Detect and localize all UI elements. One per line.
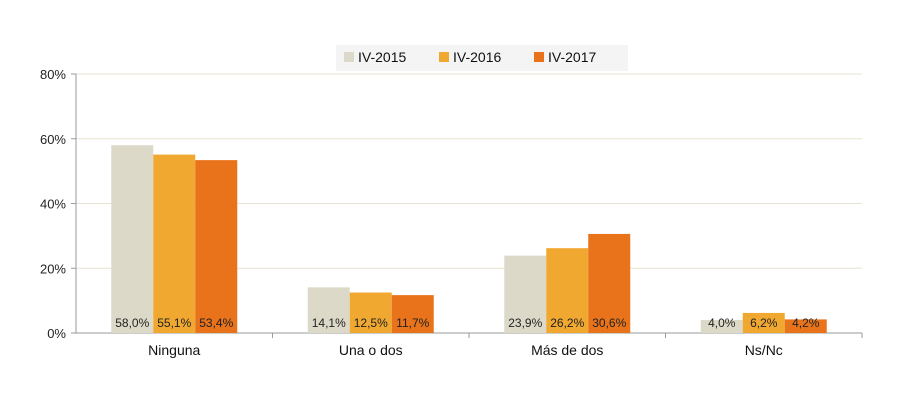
bar bbox=[742, 312, 785, 333]
x-category-label: Ns/Nc bbox=[745, 342, 783, 358]
legend-box bbox=[336, 45, 628, 71]
y-tick-label: 0% bbox=[47, 326, 66, 341]
y-tick-label: 60% bbox=[40, 132, 66, 147]
bar bbox=[588, 233, 631, 333]
legend-swatch bbox=[344, 52, 354, 62]
bar bbox=[784, 319, 827, 333]
data-labels: 58,0% 55,1% 53,4% 14,1% 12,5% 11,7% 23,9% 26,2%… bbox=[115, 316, 820, 330]
y-tick-label: 20% bbox=[40, 261, 66, 276]
x-category-label: Más de dos bbox=[531, 342, 603, 358]
bar bbox=[504, 255, 547, 333]
legend-swatch bbox=[439, 52, 449, 62]
axes: 0% 20% 40% 60% 80% Ninguna Una o dos Más de dos… bbox=[40, 67, 863, 358]
y-tick-label: 80% bbox=[40, 67, 66, 82]
data-label: 6,2% bbox=[750, 316, 778, 330]
data-label: 12,5% bbox=[354, 316, 388, 330]
bars bbox=[111, 145, 827, 333]
data-label: 30,6% bbox=[592, 316, 626, 330]
y-tick-label: 40% bbox=[40, 197, 66, 212]
data-label: 4,2% bbox=[792, 316, 820, 330]
bar bbox=[153, 154, 196, 333]
data-label: 11,7% bbox=[396, 316, 429, 330]
legend-label: IV-2015 bbox=[358, 49, 406, 65]
data-label: 4,0% bbox=[708, 316, 736, 330]
data-label: 14,1% bbox=[312, 316, 346, 330]
x-category-label: Ninguna bbox=[148, 342, 200, 358]
bar bbox=[349, 292, 392, 333]
bar bbox=[307, 287, 350, 333]
data-label: 58,0% bbox=[115, 316, 149, 330]
bar bbox=[195, 160, 238, 333]
bar bbox=[546, 248, 589, 333]
bar bbox=[700, 320, 743, 333]
data-label: 53,4% bbox=[199, 316, 233, 330]
bar bbox=[111, 145, 154, 333]
data-label: 23,9% bbox=[508, 316, 542, 330]
data-label: 26,2% bbox=[550, 316, 584, 330]
legend-label: IV-2016 bbox=[453, 49, 501, 65]
legend-label: IV-2017 bbox=[548, 49, 596, 65]
x-category-label: Una o dos bbox=[339, 342, 403, 358]
legend: IV-2015 IV-2016 IV-2017 bbox=[336, 45, 628, 71]
data-label: 55,1% bbox=[157, 316, 191, 330]
legend-swatch bbox=[534, 52, 544, 62]
bar bbox=[391, 295, 434, 333]
